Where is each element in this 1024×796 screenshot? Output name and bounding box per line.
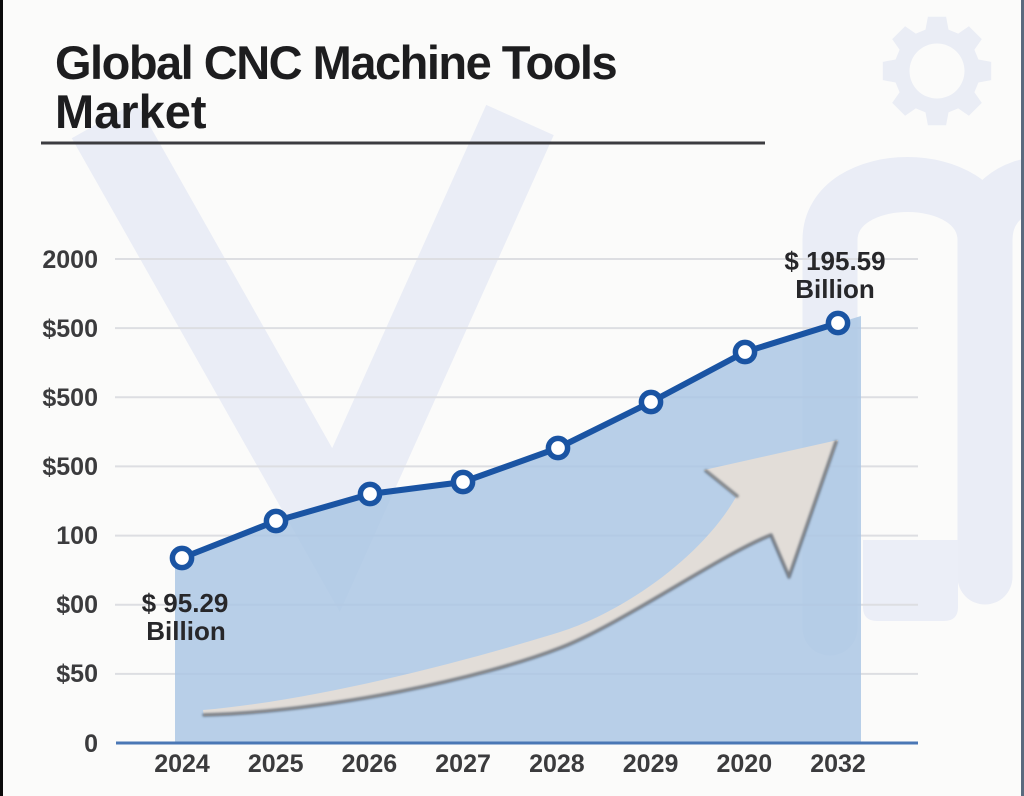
svg-text:2020: 2020 (716, 750, 772, 778)
svg-text:$ 195.59: $ 195.59 (784, 246, 885, 276)
svg-text:$500: $500 (42, 453, 98, 481)
svg-text:$ 95.29: $ 95.29 (142, 588, 229, 618)
svg-text:$500: $500 (42, 384, 98, 412)
svg-text:2027: 2027 (435, 750, 491, 778)
svg-text:100: 100 (56, 522, 98, 550)
svg-text:Global CNC Machine Tools: Global CNC Machine Tools (55, 36, 616, 89)
svg-text:$50: $50 (56, 660, 98, 688)
svg-text:Market: Market (55, 85, 207, 138)
svg-text:2026: 2026 (342, 750, 398, 778)
svg-text:$00: $00 (56, 591, 98, 619)
svg-text:2032: 2032 (810, 750, 866, 778)
svg-text:2029: 2029 (623, 750, 679, 778)
svg-text:2024: 2024 (154, 750, 210, 778)
svg-text:Billion: Billion (795, 274, 874, 304)
svg-text:2025: 2025 (248, 750, 304, 778)
svg-text:$500: $500 (42, 315, 98, 343)
svg-text:2028: 2028 (529, 750, 585, 778)
svg-text:2000: 2000 (42, 246, 98, 274)
svg-text:Billion: Billion (146, 616, 225, 646)
svg-text:0: 0 (84, 730, 98, 758)
